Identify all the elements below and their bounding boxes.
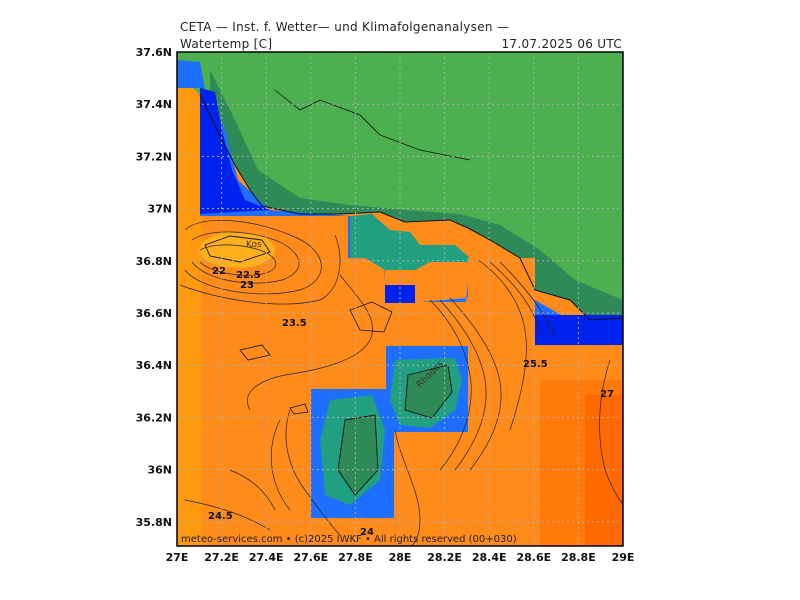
isotherm (247, 274, 373, 411)
copyright-footer: meteo-services.com • (c)2025 IWKF • All … (181, 534, 517, 545)
contour-label: 22.5 (236, 270, 261, 281)
isotherm (184, 499, 271, 531)
variable-label: Watertemp [C] (178, 37, 275, 51)
isotherm (199, 244, 277, 276)
map-title: CETA — Inst. f. Wetter— und Klimafolgena… (180, 20, 510, 34)
isotherm (449, 297, 502, 471)
sea-west-band (177, 85, 202, 546)
bodrum-teal-coast (350, 214, 470, 270)
coastline (199, 94, 623, 321)
valid-datetime: 17.07.2025 06 UTC (501, 37, 622, 51)
karpathos-island (338, 415, 378, 495)
gulf-deep-blue (200, 88, 270, 214)
lat-tick-label: 36N (147, 464, 172, 477)
kos-coastline (204, 235, 271, 263)
inland-border (274, 89, 471, 161)
graticule (177, 52, 623, 546)
kasos-coastline (289, 403, 309, 415)
contour-label: 23.5 (282, 318, 307, 329)
rhodes-coastline (404, 364, 453, 419)
plot-frame (176, 51, 624, 547)
lat-tick-label: 36.6N (136, 307, 172, 320)
karpathos-coastline (337, 414, 379, 496)
lon-tick-label: 28.6E (516, 551, 551, 564)
rhodes-island (405, 365, 452, 418)
sea-east-warm (585, 395, 623, 546)
isotherm (429, 299, 472, 471)
isotherm (191, 231, 300, 284)
lat-tick-label: 37N (147, 203, 172, 216)
contour-label: 27 (600, 389, 614, 400)
contour-label: 23 (240, 280, 254, 291)
contour-label: 22 (212, 266, 226, 277)
tilos-coastline (349, 301, 393, 333)
isotherm (439, 299, 487, 471)
place-label-kos: Kos (246, 240, 262, 250)
map-field (177, 52, 623, 546)
lon-tick-label: 28E (389, 551, 412, 564)
isotherms (179, 219, 623, 546)
lon-tick-label: 27.2E (204, 551, 239, 564)
nisyros-coastline (239, 344, 271, 361)
isotherm (599, 359, 623, 506)
lat-tick-label: 37.4N (136, 98, 172, 111)
isotherm (179, 234, 341, 305)
mainland-turkey (177, 52, 623, 320)
axis-ticks: 27E 27.2E 27.4E 27.6E 27.8E 28E 28.2E 28.4E 28.6… (136, 46, 635, 564)
contour-label: 25.5 (523, 359, 548, 370)
lon-tick-label: 29E (612, 551, 635, 564)
isotherm (184, 219, 322, 295)
isotherm (489, 261, 541, 336)
lon-tick-label: 28.2E (427, 551, 462, 564)
isotherm (499, 261, 556, 339)
contour-label: 24.5 (208, 511, 233, 522)
lat-tick-label: 35.8N (136, 516, 172, 529)
marmaris-warm-patch (468, 258, 535, 303)
lon-tick-label: 27.6E (293, 551, 328, 564)
isotherm (285, 409, 341, 536)
lat-tick-label: 36.2N (136, 411, 172, 424)
lon-tick-label: 28.4E (472, 551, 507, 564)
lat-tick-label: 37.2N (136, 150, 172, 163)
kos-warm-patch (199, 232, 275, 268)
isotherm (477, 259, 527, 431)
isotherm (229, 469, 276, 511)
fethiye-deep-blue (535, 315, 623, 345)
isotherm (394, 429, 421, 546)
lat-tick-label: 36.4N (136, 359, 172, 372)
lon-tick-label: 27.8E (338, 551, 373, 564)
contour-label: 24 (360, 527, 374, 538)
lat-tick-label: 36.8N (136, 255, 172, 268)
lon-tick-label: 27.4E (249, 551, 284, 564)
lon-tick-label: 27E (166, 551, 189, 564)
isotherm (270, 419, 291, 511)
lon-tick-label: 28.8E (561, 551, 596, 564)
lat-tick-label: 37.6N (136, 46, 172, 59)
